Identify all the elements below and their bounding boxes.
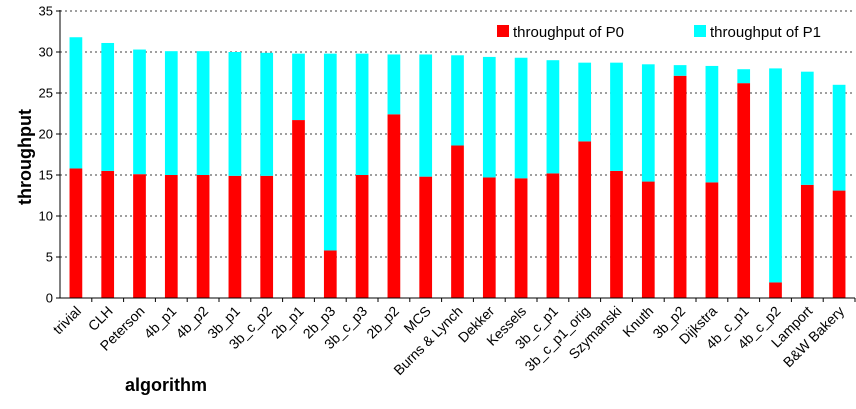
bar-p1 [610, 62, 623, 171]
bar-p1 [355, 53, 369, 175]
bar-p1 [832, 84, 846, 191]
bar-p0 [737, 83, 751, 298]
bar-p0 [482, 177, 496, 298]
bar-p0 [292, 120, 305, 298]
bar-p1 [260, 52, 274, 176]
bar-p1 [482, 56, 496, 178]
y-tick-label: 10 [39, 209, 53, 224]
bar-p1 [196, 51, 210, 175]
bar-p1 [641, 64, 655, 182]
bar-p0 [260, 175, 274, 298]
bar-p0 [387, 114, 401, 298]
bar-p1 [800, 71, 814, 185]
bar-p0 [610, 170, 623, 298]
y-tick-label: 20 [39, 127, 53, 142]
y-tick-label: 5 [46, 250, 53, 265]
bar-p0 [769, 282, 782, 298]
y-tick-label: 0 [46, 291, 53, 306]
bar-p1 [769, 68, 782, 283]
bar-p0 [133, 174, 146, 298]
bar-p1 [387, 54, 401, 115]
bar-p0 [69, 168, 83, 298]
bar-p0 [641, 181, 655, 298]
bar-p1 [419, 54, 433, 177]
bar-p1 [546, 60, 560, 174]
y-tick-labels: 0 5 10 15 20 25 30 35 [39, 4, 60, 306]
x-tick-label: 4b_p2 [172, 303, 211, 342]
bar-p0 [451, 145, 464, 298]
bar-p0 [705, 182, 719, 298]
bar-p0 [514, 178, 528, 298]
x-tick-label: 2b_p1 [268, 303, 307, 342]
bar-p0 [832, 190, 846, 298]
bar-p1 [101, 42, 115, 171]
legend: throughput of P0 throughput of P1 [497, 24, 821, 41]
bar-p1 [705, 65, 719, 183]
bar-p1 [69, 37, 83, 169]
legend-swatch-p0 [497, 25, 509, 37]
bar-p1 [323, 53, 337, 251]
bar-p1 [514, 57, 528, 179]
bar-p0 [419, 176, 433, 298]
bar-p0 [196, 175, 210, 298]
x-axis-title: algorithm [125, 375, 207, 395]
bar-p0 [355, 175, 369, 298]
legend-label-p1: throughput of P1 [710, 24, 821, 41]
bar-p0 [800, 184, 814, 298]
bar-p0 [673, 75, 687, 298]
bar-p1 [292, 53, 305, 121]
y-tick-label: 15 [39, 168, 53, 183]
bar-p0 [101, 170, 115, 298]
bar-p1 [228, 52, 242, 176]
y-tick-label: 30 [39, 45, 53, 60]
legend-swatch-p1 [694, 25, 706, 37]
bar-p0 [228, 175, 242, 298]
bar-p0 [164, 175, 178, 298]
bar-p1 [578, 62, 592, 142]
bar-p1 [451, 55, 464, 146]
bar-p1 [133, 49, 146, 175]
bar-p0 [323, 250, 337, 298]
bar-p0 [578, 141, 592, 298]
bar-p1 [164, 51, 178, 175]
bar-p1 [737, 69, 751, 84]
bar-p0 [546, 173, 560, 298]
y-axis-title: throughput [15, 109, 35, 205]
x-tick-label: trivial [50, 303, 84, 337]
x-tick-labels: trivial CLHPeterson4b_p14b_p23b_p13b_c_p2… [50, 298, 856, 378]
y-tick-label: 25 [39, 86, 53, 101]
x-tick-label: 2b_p2 [363, 303, 402, 342]
y-tick-label: 35 [39, 4, 53, 19]
axes [59, 10, 855, 299]
legend-label-p0: throughput of P0 [513, 24, 624, 41]
x-tick-label: Knuth [619, 303, 656, 340]
bar-p1 [673, 65, 687, 76]
x-tick-label: 4b_p1 [141, 303, 180, 342]
bars [69, 37, 846, 298]
